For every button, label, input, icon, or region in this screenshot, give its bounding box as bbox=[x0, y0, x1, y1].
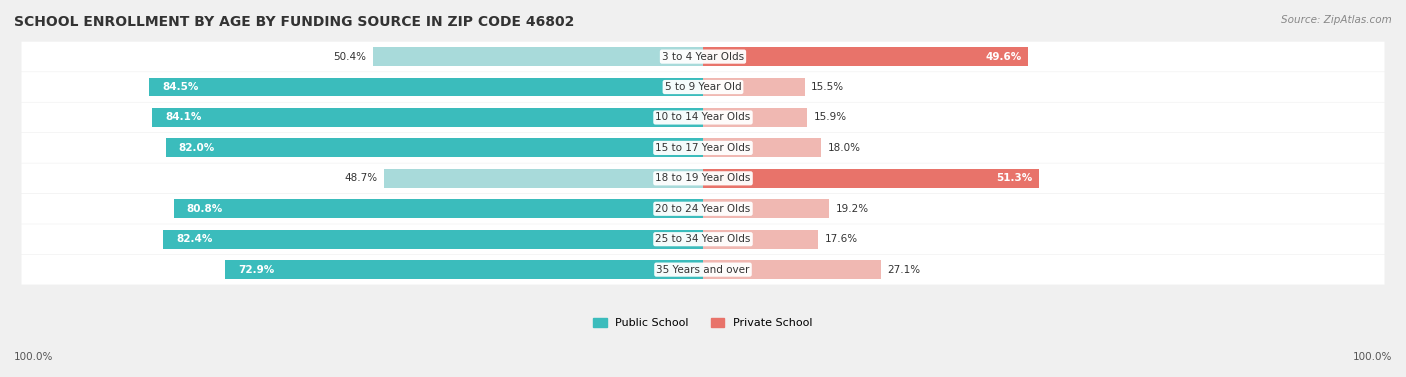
Text: 3 to 4 Year Olds: 3 to 4 Year Olds bbox=[662, 52, 744, 61]
Bar bbox=[373, 47, 703, 66]
Text: 17.6%: 17.6% bbox=[825, 234, 858, 244]
FancyBboxPatch shape bbox=[21, 255, 1385, 285]
Text: 80.8%: 80.8% bbox=[187, 204, 224, 214]
FancyBboxPatch shape bbox=[21, 194, 1385, 224]
Bar bbox=[384, 169, 703, 188]
Bar bbox=[173, 199, 703, 218]
Bar bbox=[703, 169, 1039, 188]
Bar bbox=[703, 230, 818, 248]
Text: 18 to 19 Year Olds: 18 to 19 Year Olds bbox=[655, 173, 751, 183]
FancyBboxPatch shape bbox=[21, 42, 1385, 72]
Text: 15 to 17 Year Olds: 15 to 17 Year Olds bbox=[655, 143, 751, 153]
Bar bbox=[149, 78, 703, 97]
Text: SCHOOL ENROLLMENT BY AGE BY FUNDING SOURCE IN ZIP CODE 46802: SCHOOL ENROLLMENT BY AGE BY FUNDING SOUR… bbox=[14, 15, 575, 29]
Bar bbox=[225, 260, 703, 279]
Text: 50.4%: 50.4% bbox=[333, 52, 366, 61]
Bar bbox=[703, 78, 804, 97]
Bar bbox=[703, 108, 807, 127]
Text: 100.0%: 100.0% bbox=[1353, 352, 1392, 362]
Bar bbox=[703, 138, 821, 157]
FancyBboxPatch shape bbox=[21, 163, 1385, 193]
Text: 10 to 14 Year Olds: 10 to 14 Year Olds bbox=[655, 112, 751, 123]
Text: 49.6%: 49.6% bbox=[986, 52, 1021, 61]
Text: 84.5%: 84.5% bbox=[163, 82, 198, 92]
Bar bbox=[703, 260, 880, 279]
Bar bbox=[703, 199, 828, 218]
Bar bbox=[166, 138, 703, 157]
Text: 82.4%: 82.4% bbox=[176, 234, 212, 244]
Text: 15.5%: 15.5% bbox=[811, 82, 844, 92]
FancyBboxPatch shape bbox=[21, 103, 1385, 132]
Text: 84.1%: 84.1% bbox=[165, 112, 201, 123]
Bar bbox=[163, 230, 703, 248]
FancyBboxPatch shape bbox=[21, 224, 1385, 254]
Text: Source: ZipAtlas.com: Source: ZipAtlas.com bbox=[1281, 15, 1392, 25]
Text: 35 Years and over: 35 Years and over bbox=[657, 265, 749, 274]
Text: 5 to 9 Year Old: 5 to 9 Year Old bbox=[665, 82, 741, 92]
Text: 27.1%: 27.1% bbox=[887, 265, 921, 274]
Text: 18.0%: 18.0% bbox=[828, 143, 860, 153]
Text: 48.7%: 48.7% bbox=[344, 173, 377, 183]
Text: 100.0%: 100.0% bbox=[14, 352, 53, 362]
Bar bbox=[703, 47, 1028, 66]
FancyBboxPatch shape bbox=[21, 133, 1385, 163]
Legend: Public School, Private School: Public School, Private School bbox=[589, 314, 817, 333]
Text: 82.0%: 82.0% bbox=[179, 143, 215, 153]
Text: 72.9%: 72.9% bbox=[239, 265, 274, 274]
Text: 19.2%: 19.2% bbox=[835, 204, 869, 214]
Text: 51.3%: 51.3% bbox=[997, 173, 1032, 183]
Bar bbox=[152, 108, 703, 127]
Text: 25 to 34 Year Olds: 25 to 34 Year Olds bbox=[655, 234, 751, 244]
Text: 15.9%: 15.9% bbox=[814, 112, 846, 123]
FancyBboxPatch shape bbox=[21, 72, 1385, 102]
Text: 20 to 24 Year Olds: 20 to 24 Year Olds bbox=[655, 204, 751, 214]
